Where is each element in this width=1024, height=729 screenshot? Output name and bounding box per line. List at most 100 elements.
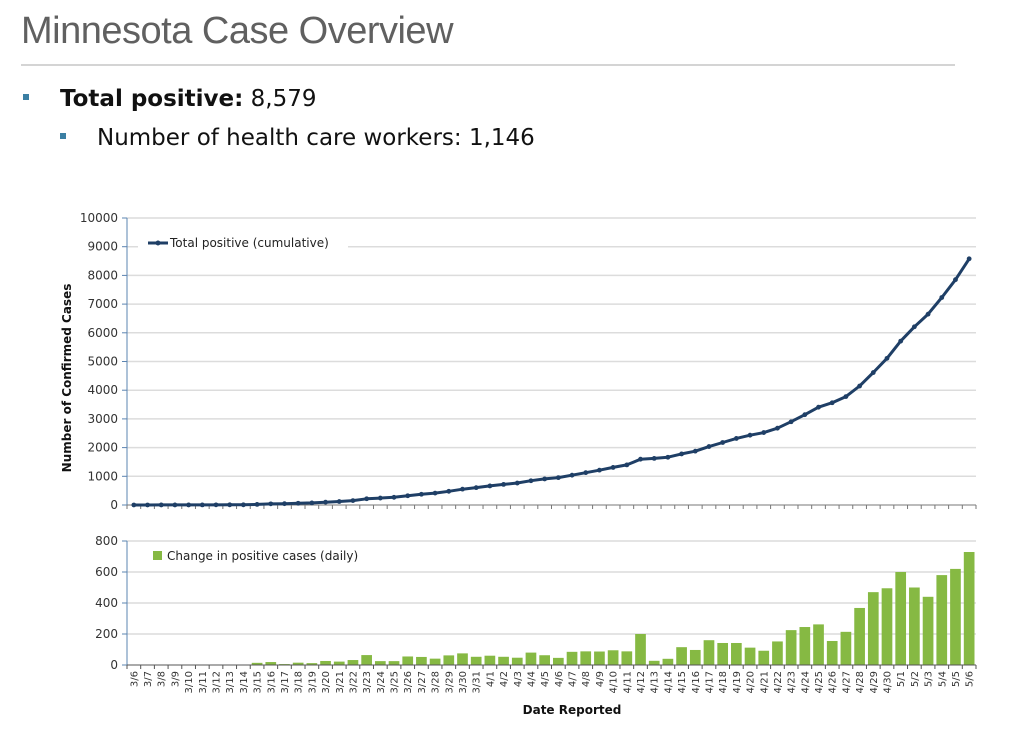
- x-tick-label: 4/4: [526, 671, 537, 687]
- daily-bar: [922, 596, 934, 665]
- x-tick-label: 4/14: [663, 671, 674, 693]
- daily-bar: [635, 634, 646, 665]
- x-tick-label: 4/28: [855, 671, 866, 693]
- daily-bar: [251, 662, 263, 665]
- top-y-tick-label: 2000: [87, 441, 118, 455]
- x-tick-label: 5/4: [937, 671, 948, 687]
- daily-bar: [525, 652, 537, 665]
- x-tick-label: 4/18: [718, 671, 729, 693]
- top-y-tick-label: 9000: [87, 240, 118, 254]
- daily-bar: [388, 661, 400, 665]
- cumulative-point: [323, 499, 328, 505]
- cumulative-point: [446, 488, 452, 494]
- top-y-tick-label: 6000: [87, 326, 118, 340]
- cumulative-point: [432, 490, 438, 496]
- daily-bar: [854, 607, 865, 665]
- daily-bar: [292, 662, 304, 665]
- daily-bar: [799, 627, 811, 665]
- x-tick-label: 3/18: [294, 671, 305, 693]
- cumulative-point: [268, 501, 274, 507]
- x-tick-label: 4/11: [622, 671, 633, 693]
- daily-bar: [553, 657, 564, 665]
- cumulative-point: [788, 419, 794, 425]
- top-y-tick-label: 8000: [87, 268, 118, 282]
- cumulative-point: [706, 444, 712, 449]
- cumulative-point: [158, 502, 164, 508]
- cumulative-point: [131, 502, 137, 508]
- chart-labels: 0100020003000400050006000700080009000100…: [80, 211, 976, 693]
- x-tick-label: 4/6: [554, 671, 565, 687]
- legend-bar-icon: [153, 551, 162, 560]
- x-tick-label: 4/19: [732, 671, 743, 693]
- x-tick-label: 4/9: [595, 671, 606, 687]
- x-tick-label: 4/25: [814, 671, 825, 693]
- x-tick-label: 3/23: [362, 671, 373, 693]
- daily-bar: [950, 568, 961, 665]
- x-tick-label: 4/5: [540, 671, 551, 687]
- top-y-tick-label: 0: [110, 498, 118, 512]
- daily-bar: [306, 663, 318, 665]
- legend-marker-icon: [155, 240, 161, 246]
- cumulative-point: [240, 502, 246, 508]
- x-tick-label: 3/22: [348, 671, 359, 693]
- x-tick-label: 3/17: [280, 671, 291, 693]
- total-positive-label: Total positive:: [60, 86, 244, 112]
- x-tick-label: 4/30: [882, 671, 893, 693]
- cumulative-point: [460, 486, 465, 492]
- cumulative-point: [610, 465, 616, 470]
- cumulative-point: [569, 472, 575, 478]
- x-tick-label: 4/15: [677, 671, 688, 693]
- bottom-legend-label: Change in positive cases (daily): [167, 549, 358, 563]
- daily-bar: [511, 657, 523, 665]
- cumulative-point: [473, 485, 479, 491]
- cumulative-point: [377, 495, 383, 501]
- daily-bar: [607, 650, 619, 665]
- daily-bar: [374, 661, 386, 665]
- bottom-y-tick-label: 200: [95, 627, 118, 641]
- y-axis-title: Number of Confirmed Cases: [60, 284, 74, 473]
- x-tick-label: 3/10: [184, 671, 195, 693]
- daily-bar: [867, 592, 879, 665]
- x-tick-label: 3/9: [170, 671, 181, 687]
- top-legend-label: Total positive (cumulative): [169, 236, 329, 250]
- daily-bar: [676, 647, 687, 665]
- daily-bar: [909, 587, 920, 665]
- cumulative-point: [295, 500, 301, 506]
- cumulative-point: [528, 478, 534, 484]
- cumulative-point: [213, 502, 219, 508]
- cumulative-point: [542, 476, 548, 482]
- cumulative-point: [583, 470, 589, 476]
- x-tick-label: 5/6: [965, 671, 976, 687]
- daily-bar: [772, 641, 783, 665]
- daily-bar: [936, 575, 948, 665]
- cumulative-point: [720, 440, 726, 445]
- daily-bar: [361, 655, 372, 665]
- daily-bar: [416, 656, 427, 665]
- x-tick-label: 4/13: [650, 671, 661, 693]
- cumulative-point: [391, 494, 397, 500]
- x-tick-label: 4/10: [609, 671, 620, 693]
- x-tick-label: 4/21: [759, 671, 770, 693]
- cumulative-point: [227, 502, 233, 508]
- daily-bar: [744, 647, 756, 665]
- cumulative-point: [254, 501, 260, 507]
- cumulative-line: [133, 257, 971, 507]
- cumulative-point: [651, 455, 657, 461]
- bottom-y-tick-label: 600: [95, 565, 118, 579]
- cumulative-point: [405, 493, 411, 499]
- daily-bar: [840, 631, 852, 665]
- cumulative-point: [966, 256, 972, 262]
- cumulative-point: [857, 383, 863, 389]
- top-y-tick-label: 4000: [87, 383, 118, 397]
- chart-axes: [122, 217, 977, 669]
- x-tick-label: 5/2: [910, 671, 921, 687]
- cumulative-point: [487, 483, 493, 489]
- cumulative-point: [843, 394, 849, 400]
- bottom-y-tick-label: 800: [95, 534, 118, 548]
- daily-bar: [758, 650, 770, 665]
- x-tick-label: 3/11: [198, 671, 209, 693]
- x-tick-label: 4/7: [568, 671, 579, 687]
- cumulative-point: [692, 448, 698, 454]
- x-tick-label: 3/16: [266, 671, 277, 693]
- daily-bar: [717, 642, 729, 665]
